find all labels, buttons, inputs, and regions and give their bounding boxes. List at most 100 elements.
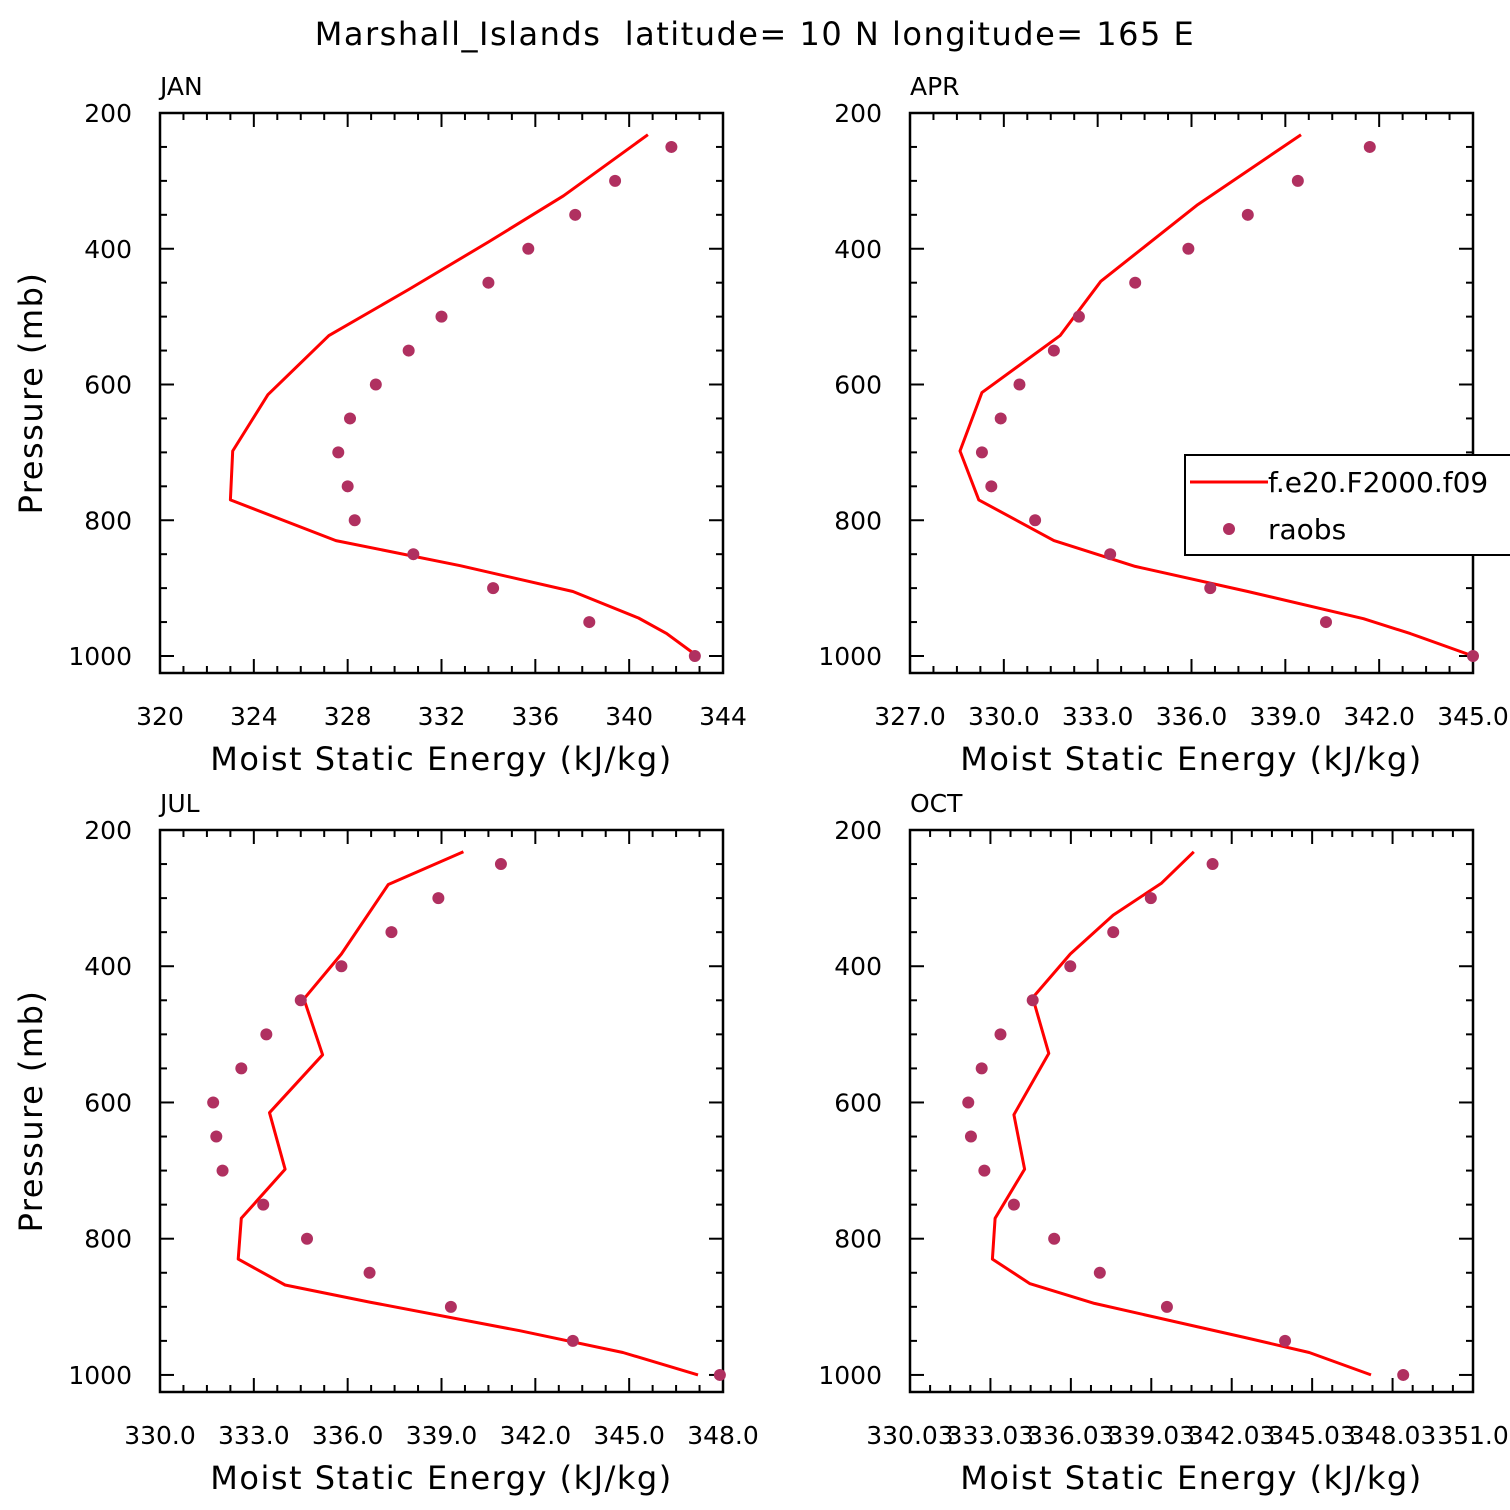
raobs-point <box>1007 1198 1020 1211</box>
raobs-point <box>1026 994 1039 1007</box>
raobs-point <box>1047 344 1060 357</box>
y-tick-label: 1000 <box>68 1361 132 1390</box>
raobs-point <box>207 1096 220 1109</box>
raobs-point <box>335 960 348 973</box>
raobs-point <box>1319 616 1332 629</box>
panel-title: OCT <box>910 789 963 818</box>
x-tick-label: 336.0 <box>312 1421 384 1450</box>
raobs-point <box>407 548 420 561</box>
raobs-point <box>964 1130 977 1143</box>
raobs-point <box>962 1096 975 1109</box>
y-axis-label: Pressure (mb) <box>12 990 50 1233</box>
x-tick-label: 348.0 <box>687 1421 759 1450</box>
raobs-point <box>435 310 448 323</box>
y-tick-label: 800 <box>84 506 132 535</box>
y-tick-label: 200 <box>84 816 132 845</box>
raobs-point <box>369 378 382 391</box>
raobs-point <box>583 616 596 629</box>
x-tick-label: 345.0 <box>593 1421 665 1450</box>
raobs-point <box>1013 378 1026 391</box>
raobs-point <box>1064 960 1077 973</box>
raobs-point <box>1048 1232 1061 1245</box>
x-tick-label: 336.0 <box>1156 702 1228 731</box>
raobs-point <box>1093 1266 1106 1279</box>
raobs-point <box>978 1164 991 1177</box>
panel-oct: OCT 200 400 600 800 1000 330.03333.03336.03339… <box>818 789 1508 1497</box>
panel-title: JUL <box>158 789 200 818</box>
raobs-point <box>444 1300 457 1313</box>
plot-frame <box>908 111 1475 675</box>
x-tick-label: 330.0 <box>968 702 1040 731</box>
x-tick-label: 330.0 <box>124 1421 196 1450</box>
raobs-point <box>1144 892 1157 905</box>
raobs-point <box>522 242 535 255</box>
x-tick-label: 333.0 <box>1062 702 1134 731</box>
raobs-point <box>385 926 398 939</box>
y-tick-label: 200 <box>834 99 882 128</box>
x-tick-label: 351.0 <box>1437 1421 1509 1450</box>
y-tick-label: 600 <box>834 1088 882 1117</box>
raobs-point <box>487 582 500 595</box>
plot-frame <box>908 828 1475 1394</box>
y-tick-label: 200 <box>84 99 132 128</box>
raobs-point <box>1182 242 1195 255</box>
raobs-point <box>344 412 357 425</box>
x-axis-label: Moist Static Energy (kJ/kg) <box>210 740 672 778</box>
legend-marker-swatch <box>1223 523 1235 535</box>
model-line <box>228 133 699 658</box>
x-tick-label: 339.0 <box>406 1421 478 1450</box>
y-tick-label: 400 <box>834 952 882 981</box>
y-tick-label: 600 <box>834 371 882 400</box>
raobs-point <box>1029 514 1042 527</box>
y-tick-label: 1000 <box>818 1361 882 1390</box>
x-axis-label: Moist Static Energy (kJ/kg) <box>960 740 1422 778</box>
raobs-point <box>341 480 354 493</box>
raobs-point <box>994 412 1007 425</box>
x-tick-label: 320 <box>136 702 184 731</box>
model-line <box>236 850 699 1377</box>
plot-frame <box>158 111 725 675</box>
legend-obs-label: raobs <box>1268 513 1346 546</box>
y-tick-label: 200 <box>834 816 882 845</box>
panel-title: JAN <box>158 72 203 101</box>
raobs-point <box>985 480 998 493</box>
raobs-point <box>1241 208 1254 221</box>
raobs-point <box>210 1130 223 1143</box>
x-tick-label: 339.03 <box>1108 1421 1195 1450</box>
raobs-point <box>1107 926 1120 939</box>
x-tick-label: 342.0 <box>1343 702 1415 731</box>
x-tick-label: 327.0 <box>874 702 946 731</box>
x-tick-label: 342.03 <box>1188 1421 1275 1450</box>
y-tick-label: 400 <box>84 952 132 981</box>
y-tick-label: 800 <box>834 506 882 535</box>
x-tick-label: 339.0 <box>1250 702 1322 731</box>
x-tick-label: 336.03 <box>1027 1421 1114 1450</box>
raobs-point <box>1204 582 1217 595</box>
legend-box <box>1184 454 1510 556</box>
raobs-point <box>975 446 988 459</box>
x-tick-label: 345.0 <box>1437 702 1509 731</box>
x-tick-label: 333.03 <box>947 1421 1034 1450</box>
raobs-point <box>332 446 345 459</box>
raobs-point <box>994 1028 1007 1041</box>
raobs-point <box>257 1198 270 1211</box>
raobs-point <box>1279 1334 1292 1347</box>
x-tick-label: 344 <box>699 702 747 731</box>
y-tick-label: 1000 <box>68 642 132 671</box>
y-tick-label: 600 <box>84 1088 132 1117</box>
raobs-point <box>348 514 361 527</box>
raobs-point <box>482 276 495 289</box>
x-tick-label: 348.03 <box>1349 1421 1436 1450</box>
raobs-point <box>1160 1300 1173 1313</box>
raobs-point <box>216 1164 229 1177</box>
legend: f.e20.F2000.f09 raobs <box>1184 454 1510 556</box>
raobs-point <box>1291 174 1304 187</box>
raobs-point <box>301 1232 314 1245</box>
x-tick-label: 336 <box>511 702 559 731</box>
raobs-point <box>1072 310 1085 323</box>
panel-title: APR <box>910 72 960 101</box>
raobs-point <box>402 344 415 357</box>
raobs-point <box>294 994 307 1007</box>
raobs-point <box>713 1368 726 1381</box>
